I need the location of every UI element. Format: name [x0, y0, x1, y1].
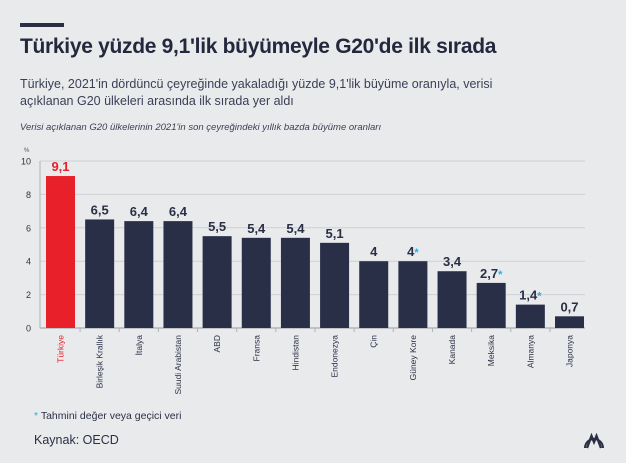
data-label-value: 6,4 — [169, 204, 188, 219]
data-label: 5,1 — [326, 226, 344, 241]
bar-13 — [555, 316, 584, 328]
data-label-value: 6,5 — [91, 202, 109, 217]
data-label-value: 0,7 — [560, 299, 578, 314]
page-title: Türkiye yüzde 9,1'lik büyümeyle G20'de i… — [20, 35, 497, 58]
bar-4 — [202, 236, 232, 328]
y-axis-unit: % — [24, 148, 30, 154]
data-label-value: 6,4 — [130, 204, 149, 219]
x-tick-label: Fransa — [251, 335, 261, 362]
y-tick-label: 4 — [26, 257, 31, 267]
data-label-value: 5,4 — [286, 221, 305, 236]
bar-5 — [241, 237, 271, 328]
y-tick-label: 0 — [26, 324, 31, 334]
footnote: * Tahmini değer veya geçici veri — [34, 410, 181, 422]
footnote-text: Tahmini değer veya geçici veri — [38, 410, 182, 422]
data-label-value: 5,4 — [247, 221, 266, 236]
data-label-value: 4 — [370, 244, 378, 259]
data-label: 5,5 — [208, 219, 226, 234]
data-label: 4* — [407, 244, 419, 259]
estimate-star: * — [498, 269, 503, 281]
bar-1 — [85, 219, 115, 328]
x-tick-label: Japonya — [565, 335, 575, 367]
data-label-value: 1,4 — [519, 288, 538, 303]
x-tick-label: Meksika — [486, 335, 496, 366]
bar-0 — [46, 176, 75, 328]
x-tick-label: Birleşik Krallık — [95, 334, 105, 388]
bar-6 — [280, 237, 310, 328]
footnote-star: * — [34, 410, 39, 422]
source: Kaynak: OECD — [34, 433, 119, 447]
data-label: 9,1 — [51, 159, 69, 174]
bar-3 — [163, 221, 193, 328]
data-label-value: 4 — [407, 244, 415, 259]
data-label: 6,4 — [169, 204, 188, 219]
data-label: 6,5 — [91, 202, 109, 217]
x-tick-label: İtalya — [134, 335, 144, 356]
bar-10 — [437, 271, 467, 328]
subtitle: Türkiye, 2021'in dördüncü çeyreğinde yak… — [20, 77, 493, 108]
bar-2 — [124, 221, 154, 328]
y-tick-label: 8 — [26, 190, 31, 200]
data-label: 6,4 — [130, 204, 149, 219]
data-label: 0,7 — [560, 299, 578, 314]
x-tick-label: Suudi Arabistan — [173, 335, 183, 395]
data-label: 5,4 — [247, 221, 266, 236]
x-tick-label: Türkiye — [56, 335, 66, 363]
data-label: 3,4 — [443, 254, 462, 269]
estimate-star: * — [537, 291, 542, 303]
y-tick-label: 6 — [26, 223, 31, 233]
estimate-star: * — [414, 247, 419, 259]
data-label-value: 5,1 — [326, 226, 344, 241]
x-tick-label: Almanya — [525, 335, 535, 368]
x-tick-label: Çin — [369, 335, 379, 348]
bar-7 — [320, 242, 350, 328]
bar-12 — [515, 304, 545, 328]
data-label-value: 9,1 — [51, 159, 69, 174]
bar-11 — [476, 282, 506, 328]
data-label-value: 2,7 — [480, 266, 498, 281]
aa-logo-icon — [584, 432, 604, 449]
data-label: 2,7* — [480, 266, 503, 281]
data-label: 5,4 — [286, 221, 305, 236]
chart-caption: Verisi açıklanan G20 ülkelerinin 2021'in… — [20, 122, 382, 133]
y-tick-label: 2 — [26, 290, 31, 300]
bar-8 — [359, 261, 389, 328]
data-label: 1,4* — [519, 288, 542, 303]
data-label-value: 5,5 — [208, 219, 226, 234]
x-tick-label: Hindistan — [290, 335, 300, 371]
title-accent-bar — [20, 23, 64, 27]
bar-9 — [398, 261, 428, 328]
x-tick-label: ABD — [212, 335, 222, 352]
x-tick-label: Güney Kore — [408, 335, 418, 381]
data-label-value: 3,4 — [443, 254, 462, 269]
x-tick-label: Kanada — [447, 335, 457, 365]
y-tick-label: 10 — [21, 157, 31, 167]
data-label: 4 — [370, 244, 378, 259]
x-tick-label: Endonezya — [330, 335, 340, 378]
